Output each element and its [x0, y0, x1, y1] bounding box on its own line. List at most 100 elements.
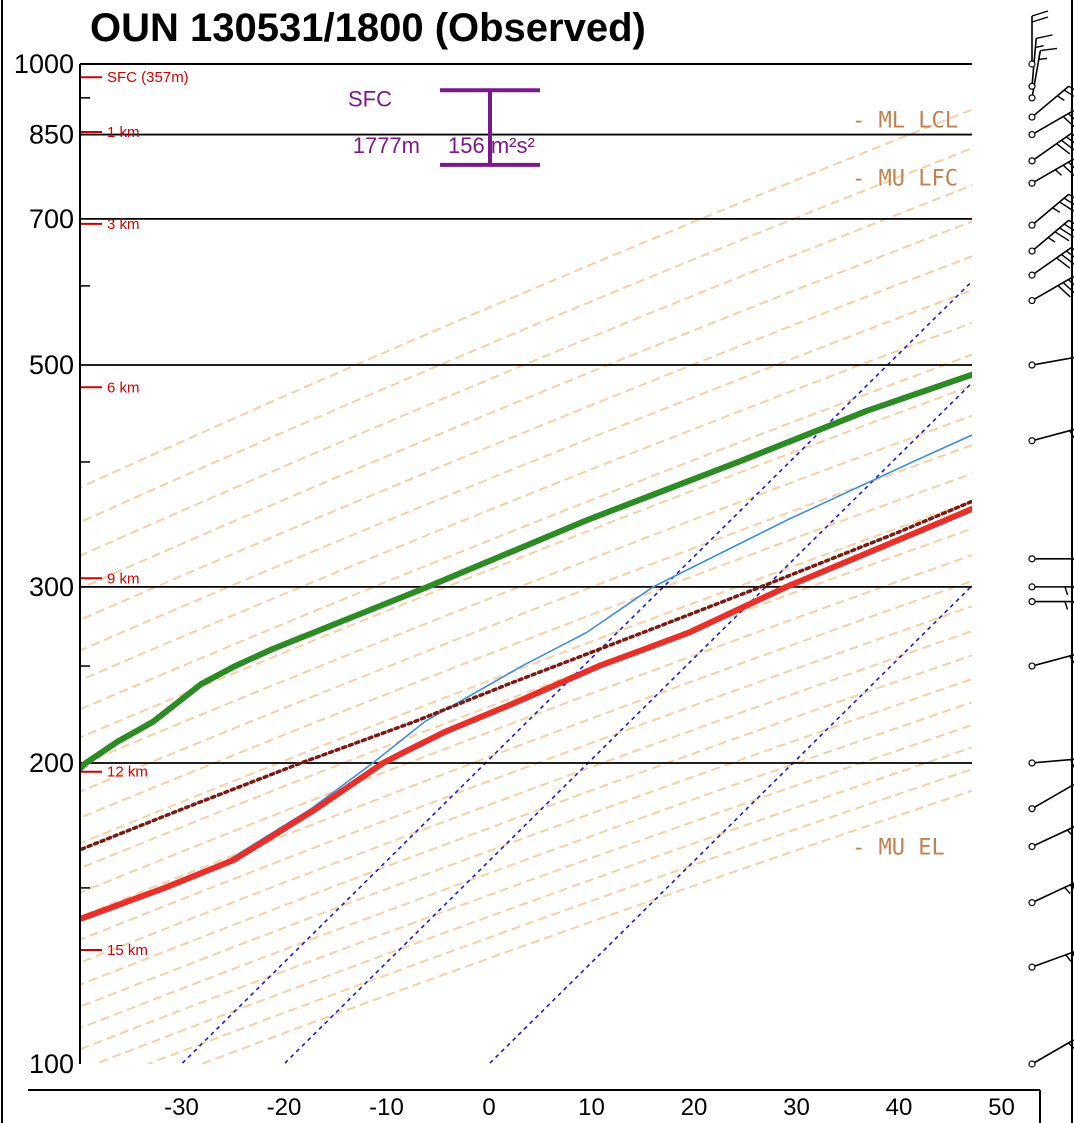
wind-barb-staff [1031, 882, 1074, 904]
wind-barb [1028, 47, 1058, 102]
pressure-tick-label: 850 [29, 120, 74, 150]
wind-barb-flag [1067, 113, 1074, 120]
wind-barb-half-flag [1054, 169, 1063, 176]
wind-barb-station [1028, 842, 1036, 851]
helicity-value-label: 156 m²s² [448, 133, 535, 158]
wind-barb-half-flag [1065, 954, 1072, 962]
isotherm-line [180, 280, 972, 1064]
wind-barb-half-flag [1064, 586, 1069, 596]
dry-adiabat-line [80, 184, 972, 557]
wind-barb-flag [1036, 34, 1053, 40]
temperature-tick-label: -20 [267, 1094, 302, 1121]
wind-barb [1028, 109, 1074, 139]
isotherm-line [488, 584, 972, 1064]
dry-adiabat-line [80, 147, 972, 524]
helicity-bottom-label: SFC [348, 86, 392, 111]
wind-barb-station [1028, 60, 1036, 68]
temperature-tick-label: 40 [886, 1094, 913, 1121]
dry-adiabat-line [80, 500, 972, 845]
wind-barb-station [1028, 271, 1036, 279]
dry-adiabat-line [80, 220, 972, 590]
temperature-tick-label: 0 [482, 1094, 495, 1121]
wind-barb-station [1028, 296, 1036, 305]
wind-barb-flag [1067, 1042, 1074, 1050]
temperature-tick-label: 50 [988, 1094, 1015, 1121]
height-label: 9 km [107, 570, 140, 587]
parcel-level-label: - MU EL [852, 836, 945, 861]
wind-barb-station [1028, 1060, 1036, 1068]
helicity-marker: 1777m 156 m²s² SFC [348, 86, 540, 167]
wind-barb-half-flag [1064, 601, 1069, 610]
height-label: SFC (357m) [107, 69, 189, 86]
wind-barb-flag [1062, 116, 1074, 128]
dry-adiabat-line [80, 384, 972, 739]
wind-barb-staff [1031, 109, 1074, 136]
wind-barb-half-flag [1064, 886, 1071, 895]
wind-barb-staff [1031, 275, 1074, 302]
wind-barb-flag [1067, 161, 1074, 169]
dry-adiabat-line [80, 321, 972, 682]
wind-barb [1028, 158, 1074, 187]
wind-barb-staff [1031, 826, 1074, 848]
temperature-tick-label: -30 [164, 1094, 199, 1121]
dry-adiabat-line [80, 605, 972, 941]
wind-barb-flag [1067, 279, 1074, 286]
temperature-trace [80, 505, 972, 923]
helicity-depth-label: 1777m [353, 133, 420, 158]
chart-title: OUN 130531/1800 (Observed) [90, 6, 646, 50]
wind-barb-flag [1040, 47, 1058, 52]
isotherm-line [283, 381, 972, 1064]
wind-barb [1028, 826, 1074, 851]
wind-barb-flag [1062, 282, 1074, 294]
parcel-level-label: - ML LCL [852, 109, 958, 134]
dry-adiabat-line [80, 444, 972, 793]
profile-series [80, 371, 972, 923]
height-label: 6 km [107, 379, 140, 396]
wind-barb-station [1028, 963, 1036, 971]
dry-adiabat-line [80, 108, 972, 489]
wind-barb-flag [1062, 164, 1074, 177]
wind-barb-staff [1031, 246, 1072, 276]
wind-barb-station [1028, 805, 1036, 813]
wind-barb-flag [1065, 136, 1074, 144]
wind-barb-flag [1057, 285, 1071, 298]
wind-barb-station [1028, 247, 1036, 255]
wind-barb-station [1028, 759, 1036, 767]
isotherm-lines [180, 280, 972, 1064]
pressure-tick-label: 700 [29, 204, 74, 234]
dry-adiabat-line [80, 630, 972, 964]
wind-barb-station [1028, 555, 1036, 563]
dry-adiabats [80, 108, 972, 1064]
wind-barb-station [1028, 598, 1036, 606]
pressure-tick-label: 200 [29, 748, 74, 778]
wind-barb-flag [1056, 257, 1071, 269]
wind-barb-staff [1031, 1039, 1074, 1065]
wind-barb-flag [1031, 16, 1049, 23]
temperature-tick-label: 30 [783, 1094, 810, 1121]
wind-barb-staff [1031, 219, 1070, 252]
wind-barb-station [1028, 179, 1036, 187]
height-label: 15 km [107, 942, 148, 959]
wind-barb-half-flag [1038, 57, 1048, 61]
wind-barb-staff [1031, 653, 1074, 667]
wind-barb-flag [1065, 250, 1074, 258]
wind-barb-station [1028, 113, 1036, 121]
wind-barb-station [1028, 94, 1036, 102]
wind-barb-flag [1056, 143, 1071, 155]
wind-barb [1028, 784, 1074, 813]
wind-barb-staff [1031, 950, 1074, 968]
wind-barb-staff [1031, 428, 1074, 442]
wind-barb [1028, 1039, 1074, 1068]
temperature-tick-label: 10 [578, 1094, 605, 1121]
height-label: 1 km [107, 124, 140, 141]
wind-barb-staff [1031, 85, 1070, 118]
wind-barb-flag [1054, 231, 1070, 242]
wind-barb [1028, 10, 1049, 68]
wind-barb-station [1028, 662, 1036, 670]
height-label: 12 km [107, 764, 148, 781]
dry-adiabat-line [80, 288, 972, 652]
wind-barb-staff [1031, 132, 1072, 162]
